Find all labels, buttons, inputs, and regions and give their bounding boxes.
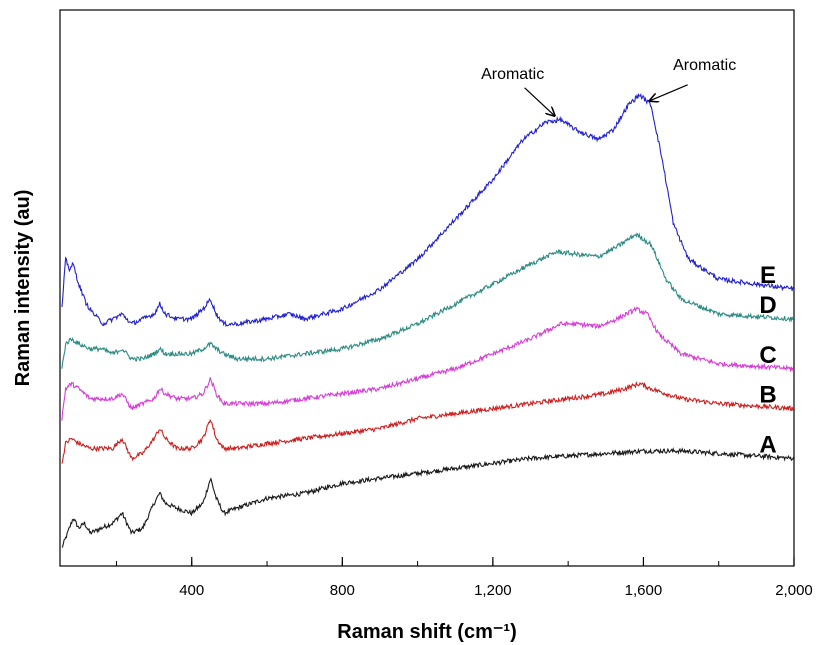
series-C-label: C bbox=[759, 342, 776, 369]
annotation-arrow-2 bbox=[650, 84, 688, 101]
annotation-label-2: Aromatic bbox=[673, 57, 736, 74]
x-tick-label: 400 bbox=[179, 582, 204, 599]
x-tick-label: 800 bbox=[330, 582, 355, 599]
series-lines bbox=[61, 92, 795, 548]
annotation-label-1: Aromatic bbox=[481, 66, 544, 83]
annotation-arrow-1 bbox=[524, 87, 555, 116]
series-B-line bbox=[61, 380, 794, 464]
x-tick-label: 1,600 bbox=[625, 582, 663, 599]
series-D-label: D bbox=[759, 292, 776, 319]
series-E-label: E bbox=[760, 262, 776, 289]
x-axis-title: Raman shift (cm⁻¹) bbox=[337, 621, 516, 643]
series-B-label: B bbox=[759, 382, 776, 409]
x-tick-label: 1,200 bbox=[474, 582, 512, 599]
annotations: Aromatic Aromatic bbox=[481, 57, 736, 116]
series-A-label: A bbox=[759, 431, 776, 458]
x-axis-ticks: 400 800 1,200 1,600 2,000 bbox=[115, 557, 813, 599]
plot-frame bbox=[59, 9, 795, 567]
series-E-line bbox=[61, 92, 795, 328]
series-A-line bbox=[61, 446, 795, 548]
y-axis-title: Raman intensity (au) bbox=[12, 190, 34, 387]
x-tick-label: 2,000 bbox=[775, 582, 813, 599]
series-C-line bbox=[61, 306, 794, 421]
series-D-line bbox=[61, 232, 795, 369]
